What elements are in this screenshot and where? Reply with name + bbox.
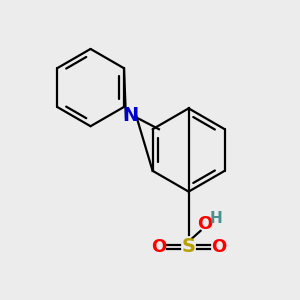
Text: H: H [210, 212, 223, 226]
Text: O: O [211, 238, 226, 256]
Text: N: N [123, 106, 139, 125]
Text: O: O [151, 238, 166, 256]
Text: O: O [197, 215, 213, 233]
Text: S: S [182, 237, 196, 256]
